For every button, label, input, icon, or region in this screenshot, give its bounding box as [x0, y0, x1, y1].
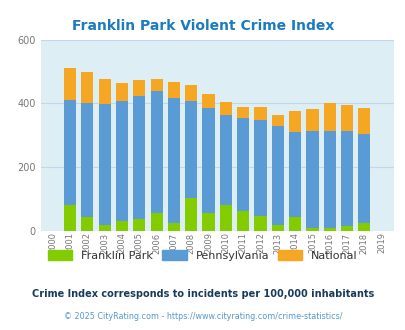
Bar: [288, 112, 301, 231]
Bar: [133, 80, 145, 231]
Bar: [288, 216, 301, 231]
Text: Crime Index corresponds to incidents per 100,000 inhabitants: Crime Index corresponds to incidents per…: [32, 289, 373, 299]
Bar: [133, 219, 145, 231]
Bar: [219, 102, 231, 231]
Bar: [98, 104, 111, 231]
Bar: [323, 228, 335, 231]
Bar: [271, 225, 283, 231]
Bar: [323, 103, 335, 231]
Bar: [288, 132, 301, 231]
Bar: [254, 107, 266, 231]
Bar: [340, 131, 352, 231]
Text: Franklin Park Violent Crime Index: Franklin Park Violent Crime Index: [72, 19, 333, 33]
Bar: [254, 216, 266, 231]
Bar: [64, 100, 76, 231]
Bar: [167, 223, 179, 231]
Bar: [167, 98, 179, 231]
Bar: [98, 225, 111, 231]
Bar: [64, 205, 76, 231]
Text: © 2025 CityRating.com - https://www.cityrating.com/crime-statistics/: © 2025 CityRating.com - https://www.city…: [64, 312, 341, 321]
Bar: [306, 130, 318, 231]
Bar: [98, 80, 111, 231]
Bar: [358, 108, 369, 231]
Bar: [237, 107, 249, 231]
Bar: [185, 101, 197, 231]
Bar: [150, 80, 162, 231]
Bar: [340, 105, 352, 231]
Bar: [219, 205, 231, 231]
Bar: [81, 216, 93, 231]
Bar: [358, 134, 369, 231]
Bar: [306, 228, 318, 231]
Bar: [271, 115, 283, 231]
Bar: [167, 82, 179, 231]
Bar: [340, 226, 352, 231]
Bar: [306, 109, 318, 231]
Bar: [185, 197, 197, 231]
Bar: [202, 94, 214, 231]
Bar: [271, 126, 283, 231]
Bar: [116, 101, 128, 231]
Bar: [202, 108, 214, 231]
Bar: [150, 91, 162, 231]
Bar: [64, 68, 76, 231]
Bar: [237, 211, 249, 231]
Bar: [323, 131, 335, 231]
Bar: [116, 221, 128, 231]
Bar: [219, 115, 231, 231]
Bar: [81, 103, 93, 231]
Bar: [150, 214, 162, 231]
Bar: [116, 82, 128, 231]
Legend: Franklin Park, Pennsylvania, National: Franklin Park, Pennsylvania, National: [48, 250, 357, 260]
Bar: [202, 214, 214, 231]
Bar: [254, 120, 266, 231]
Bar: [81, 72, 93, 231]
Bar: [133, 96, 145, 231]
Bar: [237, 118, 249, 231]
Bar: [185, 85, 197, 231]
Bar: [358, 223, 369, 231]
